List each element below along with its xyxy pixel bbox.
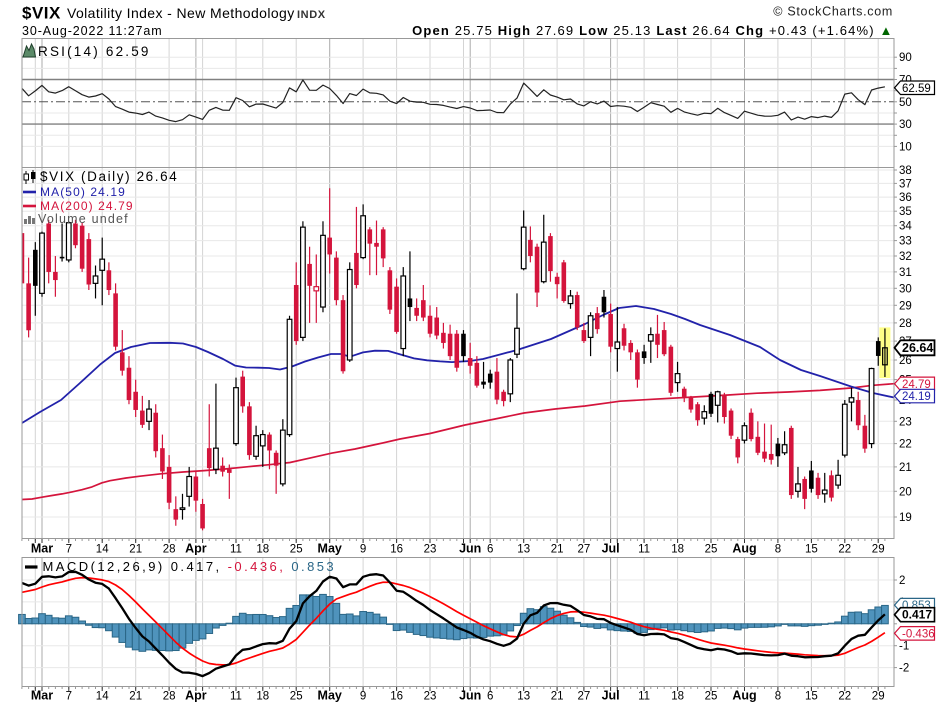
svg-text:24.79: 24.79 [902, 379, 931, 391]
svg-text:24.19: 24.19 [902, 391, 931, 403]
svg-text:Jun: Jun [459, 689, 481, 703]
svg-text:Mar: Mar [31, 689, 53, 703]
svg-text:18: 18 [256, 691, 269, 703]
svg-text:Volatility Index - New Methodo: Volatility Index - New Methodology [67, 5, 295, 21]
svg-text:38: 38 [899, 165, 912, 177]
svg-text:15: 15 [805, 691, 818, 703]
svg-text:-1: -1 [899, 641, 909, 653]
svg-text:30-Aug-2022 11:27am: 30-Aug-2022 11:27am [22, 24, 163, 38]
svg-text:90: 90 [899, 52, 912, 64]
svg-text:22: 22 [838, 691, 851, 703]
svg-text:Aug: Aug [732, 689, 756, 703]
svg-text:18: 18 [256, 544, 269, 556]
svg-text:27: 27 [578, 691, 591, 703]
svg-text:23: 23 [899, 416, 912, 428]
svg-text:29: 29 [872, 544, 885, 556]
svg-text:© StockCharts.com: © StockCharts.com [773, 5, 893, 19]
svg-text:22: 22 [899, 439, 912, 451]
svg-text:MA(50) 24.19: MA(50) 24.19 [40, 185, 126, 199]
svg-text:2: 2 [899, 575, 905, 587]
svg-text:Apr: Apr [185, 689, 207, 703]
svg-text:9: 9 [360, 691, 366, 703]
svg-text:INDX: INDX [297, 9, 326, 21]
svg-text:29: 29 [872, 691, 885, 703]
svg-text:14: 14 [96, 544, 109, 556]
svg-text:10: 10 [899, 141, 912, 153]
svg-text:8: 8 [775, 691, 781, 703]
svg-text:21: 21 [129, 544, 142, 556]
svg-text:37: 37 [899, 178, 912, 190]
svg-text:21: 21 [551, 691, 564, 703]
svg-text:6: 6 [487, 691, 493, 703]
svg-text:9: 9 [360, 544, 366, 556]
svg-text:0.417: 0.417 [902, 608, 932, 622]
svg-text:30: 30 [899, 283, 912, 295]
svg-text:19: 19 [899, 512, 912, 524]
svg-text:21: 21 [551, 544, 564, 556]
svg-text:MA(200) 24.79: MA(200) 24.79 [40, 199, 134, 213]
svg-text:Jul: Jul [602, 689, 620, 703]
svg-text:27: 27 [578, 544, 591, 556]
svg-text:Mar: Mar [31, 542, 53, 556]
svg-text:7: 7 [66, 544, 72, 556]
svg-text:MACD(12,26,9) 0.417, -0.436, 0: MACD(12,26,9) 0.417, -0.436, 0.853 [43, 559, 337, 574]
svg-text:13: 13 [517, 691, 530, 703]
svg-text:25: 25 [290, 544, 303, 556]
svg-text:21: 21 [899, 462, 912, 474]
svg-text:Aug: Aug [732, 542, 756, 556]
svg-text:28: 28 [899, 318, 912, 330]
svg-text:50: 50 [899, 97, 912, 109]
svg-text:-0.436: -0.436 [902, 628, 935, 640]
svg-text:8: 8 [775, 544, 781, 556]
svg-text:25: 25 [705, 544, 718, 556]
svg-text:18: 18 [671, 544, 684, 556]
svg-text:31: 31 [899, 267, 912, 279]
svg-text:Jun: Jun [459, 542, 481, 556]
svg-text:30: 30 [899, 119, 912, 131]
svg-text:Volume undef: Volume undef [38, 212, 129, 226]
svg-text:25: 25 [290, 691, 303, 703]
svg-text:7: 7 [66, 691, 72, 703]
svg-text:RSI(14) 62.59: RSI(14) 62.59 [38, 44, 151, 59]
svg-text:62.59: 62.59 [902, 83, 931, 95]
svg-text:11: 11 [230, 544, 242, 556]
svg-text:28: 28 [163, 691, 176, 703]
svg-text:35: 35 [899, 206, 912, 218]
svg-text:13: 13 [517, 544, 530, 556]
svg-text:28: 28 [163, 544, 176, 556]
svg-text:-2: -2 [899, 663, 909, 675]
svg-text:23: 23 [424, 544, 437, 556]
svg-text:6: 6 [487, 544, 493, 556]
svg-text:18: 18 [671, 691, 684, 703]
svg-text:11: 11 [638, 691, 650, 703]
svg-text:May: May [318, 542, 342, 556]
svg-text:21: 21 [129, 691, 142, 703]
svg-text:32: 32 [899, 251, 912, 263]
svg-text:Jul: Jul [602, 542, 620, 556]
svg-text:14: 14 [96, 691, 109, 703]
svg-text:34: 34 [899, 221, 912, 233]
svg-text:11: 11 [230, 691, 242, 703]
svg-text:26.64: 26.64 [902, 341, 933, 355]
svg-text:26: 26 [899, 355, 912, 367]
svg-text:May: May [318, 689, 342, 703]
svg-text:15: 15 [805, 544, 818, 556]
svg-text:25: 25 [705, 691, 718, 703]
svg-text:29: 29 [899, 300, 912, 312]
svg-text:Apr: Apr [185, 542, 207, 556]
svg-text:33: 33 [899, 236, 912, 248]
svg-text:16: 16 [390, 691, 403, 703]
svg-text:16: 16 [390, 544, 403, 556]
svg-text:$VIX: $VIX [22, 4, 61, 23]
svg-text:22: 22 [838, 544, 851, 556]
svg-text:$VIX (Daily) 26.64: $VIX (Daily) 26.64 [40, 169, 178, 184]
svg-text:Open 25.75 High 27.69 Low 25.1: Open 25.75 High 27.69 Low 25.13 Last 26.… [412, 23, 893, 38]
svg-text:20: 20 [899, 486, 912, 498]
svg-text:11: 11 [638, 544, 650, 556]
svg-text:36: 36 [899, 192, 912, 204]
svg-text:23: 23 [424, 691, 437, 703]
